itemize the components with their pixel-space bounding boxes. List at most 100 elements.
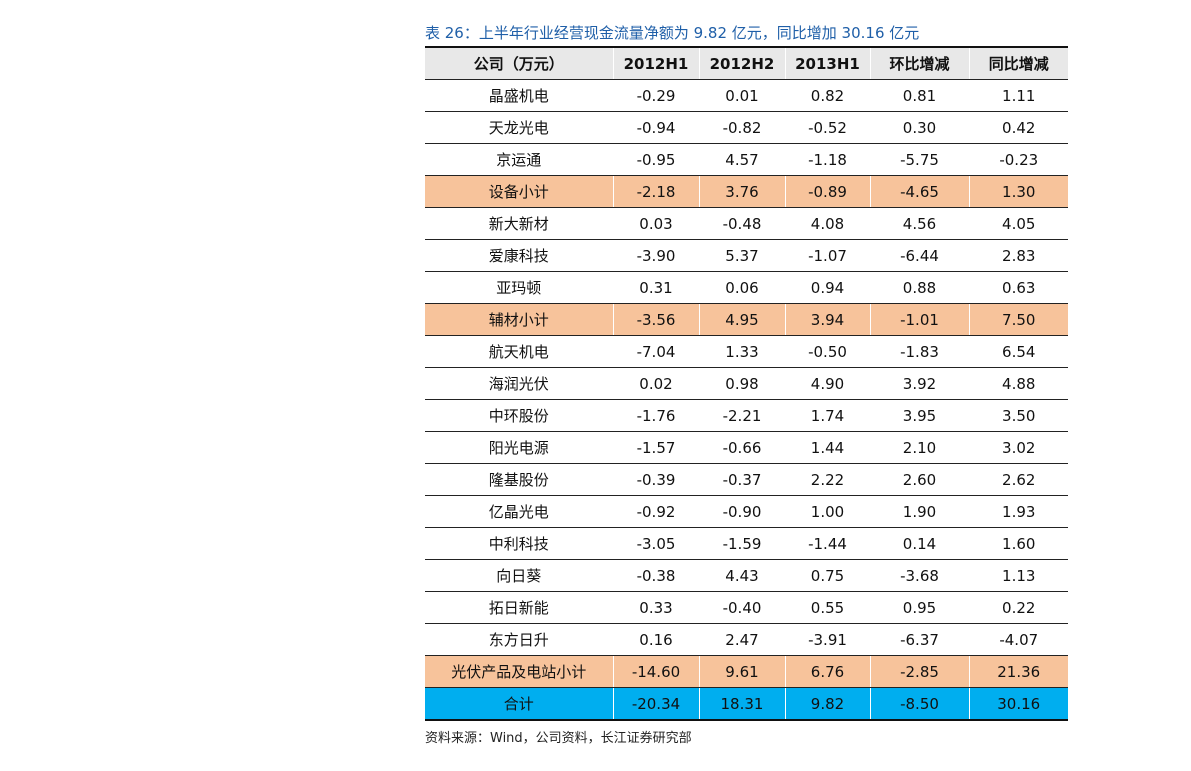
company-cell: 设备小计 (425, 175, 613, 208)
h1-2012-cell: 0.33 (612, 591, 699, 624)
table-row: 拓日新能 0.33 -0.40 0.55 0.95 0.22 (425, 591, 1068, 624)
h2-2012-cell: 2.47 (698, 623, 785, 656)
company-cell: 海润光伏 (425, 367, 613, 400)
h1-2012-cell: -3.56 (612, 303, 699, 336)
h1-2012-cell: -7.04 (612, 335, 699, 368)
qoq-cell: -2.85 (869, 655, 969, 688)
h2-2012-cell: 0.01 (698, 79, 785, 112)
table-row: 亚玛顿 0.31 0.06 0.94 0.88 0.63 (425, 271, 1068, 304)
company-cell: 东方日升 (425, 623, 613, 656)
company-cell: 航天机电 (425, 335, 613, 368)
h2-2012-cell: 1.33 (698, 335, 785, 368)
h2-2012-cell: -2.21 (698, 399, 785, 432)
h1-2012-cell: -0.92 (612, 495, 699, 528)
header-yoy-change: 同比增减 (968, 47, 1068, 80)
table-row: 京运通 -0.95 4.57 -1.18 -5.75 -0.23 (425, 143, 1068, 176)
table-body: 晶盛机电 -0.29 0.01 0.82 0.81 1.11 天龙光电 -0.94 -0.82-… (425, 79, 1068, 721)
header-2012h2: 2012H2 (698, 47, 785, 80)
yoy-cell: 0.42 (968, 111, 1068, 144)
subtotal-row: 辅材小计 -3.56 4.95 3.94 -1.01 7.50 (425, 303, 1068, 336)
yoy-cell: 6.54 (968, 335, 1068, 368)
h2-2012-cell: -0.82 (698, 111, 785, 144)
h1-2013-cell: -1.18 (784, 143, 870, 176)
yoy-cell: 4.05 (968, 207, 1068, 240)
h1-2012-cell: -1.76 (612, 399, 699, 432)
company-cell: 拓日新能 (425, 591, 613, 624)
qoq-cell: -5.75 (869, 143, 969, 176)
h2-2012-cell: 0.98 (698, 367, 785, 400)
h2-2012-cell: -0.40 (698, 591, 785, 624)
h1-2012-cell: 0.31 (612, 271, 699, 304)
h1-2013-cell: -0.89 (784, 175, 870, 208)
table-row: 中环股份 -1.76 -2.21 1.74 3.95 3.50 (425, 399, 1068, 432)
company-cell: 亿晶光电 (425, 495, 613, 528)
qoq-cell: 0.30 (869, 111, 969, 144)
table-row: 新大新材 0.03 -0.48 4.08 4.56 4.05 (425, 207, 1068, 240)
h1-2013-cell: 3.94 (784, 303, 870, 336)
company-cell: 晶盛机电 (425, 79, 613, 112)
table-row: 隆基股份 -0.39 -0.37 2.22 2.60 2.62 (425, 463, 1068, 496)
company-cell: 亚玛顿 (425, 271, 613, 304)
yoy-cell: 3.50 (968, 399, 1068, 432)
header-2013h1: 2013H1 (784, 47, 870, 80)
table-row: 中利科技 -3.05 -1.59 -1.44 0.14 1.60 (425, 527, 1068, 560)
h1-2013-cell: 0.75 (784, 559, 870, 592)
yoy-cell: 0.63 (968, 271, 1068, 304)
table-row: 航天机电 -7.04 1.33 -0.50 -1.83 6.54 (425, 335, 1068, 368)
yoy-cell: -4.07 (968, 623, 1068, 656)
qoq-cell: -1.01 (869, 303, 969, 336)
qoq-cell: 0.14 (869, 527, 969, 560)
yoy-cell: 4.88 (968, 367, 1068, 400)
h2-2012-cell: 18.31 (698, 687, 785, 721)
h2-2012-cell: -0.90 (698, 495, 785, 528)
h1-2012-cell: -0.29 (612, 79, 699, 112)
table-row: 阳光电源 -1.57 -0.66 1.44 2.10 3.02 (425, 431, 1068, 464)
header-2012h1: 2012H1 (612, 47, 699, 80)
h1-2012-cell: -1.57 (612, 431, 699, 464)
h1-2013-cell: -0.50 (784, 335, 870, 368)
table-row: 爱康科技 -3.90 5.37 -1.07 -6.44 2.83 (425, 239, 1068, 272)
h1-2013-cell: 0.82 (784, 79, 870, 112)
yoy-cell: 1.11 (968, 79, 1068, 112)
h2-2012-cell: 5.37 (698, 239, 785, 272)
company-cell: 阳光电源 (425, 431, 613, 464)
company-cell: 隆基股份 (425, 463, 613, 496)
h1-2013-cell: -1.44 (784, 527, 870, 560)
h1-2012-cell: 0.16 (612, 623, 699, 656)
h1-2013-cell: 0.94 (784, 271, 870, 304)
yoy-cell: 21.36 (968, 655, 1068, 688)
h2-2012-cell: 0.06 (698, 271, 785, 304)
table-row: 东方日升 0.16 2.47 -3.91 -6.37 -4.07 (425, 623, 1068, 656)
qoq-cell: -6.37 (869, 623, 969, 656)
h2-2012-cell: -0.37 (698, 463, 785, 496)
company-cell: 中环股份 (425, 399, 613, 432)
yoy-cell: 1.13 (968, 559, 1068, 592)
qoq-cell: -8.50 (869, 687, 969, 721)
h2-2012-cell: 3.76 (698, 175, 785, 208)
yoy-cell: 2.83 (968, 239, 1068, 272)
table-header-row: 公司（万元） 2012H1 2012H2 2013H1 环比增减 同比增减 (425, 47, 1068, 80)
yoy-cell: 1.93 (968, 495, 1068, 528)
h1-2013-cell: 1.00 (784, 495, 870, 528)
qoq-cell: 2.60 (869, 463, 969, 496)
qoq-cell: 2.10 (869, 431, 969, 464)
h1-2013-cell: 4.08 (784, 207, 870, 240)
h1-2012-cell: -14.60 (612, 655, 699, 688)
h1-2012-cell: 0.02 (612, 367, 699, 400)
h1-2012-cell: -0.39 (612, 463, 699, 496)
table-figure: 表 26：上半年行业经营现金流量净额为 9.82 亿元，同比增加 30.16 亿… (425, 20, 1068, 746)
qoq-cell: -3.68 (869, 559, 969, 592)
yoy-cell: -0.23 (968, 143, 1068, 176)
subtotal-row: 设备小计 -2.18 3.76 -0.89 -4.65 1.30 (425, 175, 1068, 208)
h2-2012-cell: 4.43 (698, 559, 785, 592)
h2-2012-cell: 4.95 (698, 303, 785, 336)
table-row: 天龙光电 -0.94 -0.82 -0.52 0.30 0.42 (425, 111, 1068, 144)
qoq-cell: 0.81 (869, 79, 969, 112)
table-title: 表 26：上半年行业经营现金流量净额为 9.82 亿元，同比增加 30.16 亿… (425, 24, 920, 42)
qoq-cell: 4.56 (869, 207, 969, 240)
h2-2012-cell: -0.66 (698, 431, 785, 464)
company-cell: 光伏产品及电站小计 (425, 655, 613, 688)
qoq-cell: -6.44 (869, 239, 969, 272)
h1-2013-cell: -3.91 (784, 623, 870, 656)
h1-2013-cell: 1.74 (784, 399, 870, 432)
